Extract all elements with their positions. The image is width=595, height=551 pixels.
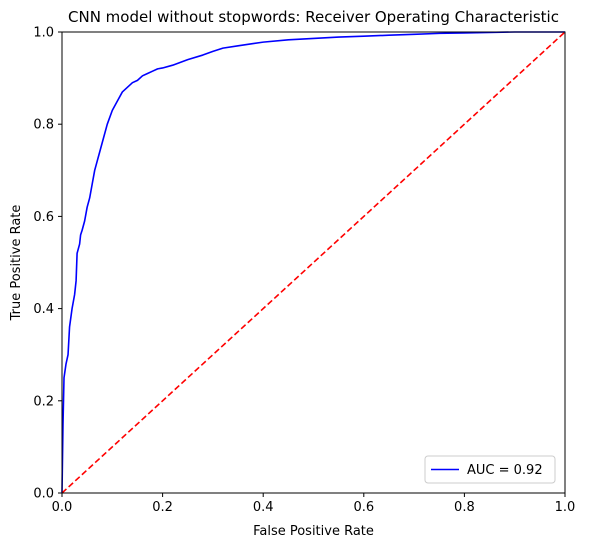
x-tick-label: 0.4 [253,500,274,515]
legend: AUC = 0.92 [424,455,556,484]
y-tick-label: 1.0 [33,26,54,41]
y-tick-label: 0.4 [33,302,54,317]
y-tick-label: 0.8 [33,118,54,133]
roc-curve-line [61,31,565,494]
x-tick-label: 1.0 [555,500,576,515]
series-lines [61,31,566,494]
x-tick-label: 0.6 [353,500,374,515]
x-axis-label: False Positive Rate [253,524,374,539]
diagonal-reference-line [61,31,566,494]
x-tick-label: 0.2 [152,500,173,515]
chart-title: CNN model without stopwords: Receiver Op… [68,8,559,26]
axis-ticks: 0.0 0.2 0.4 0.6 0.8 1.0 0.0 0.2 0.4 0.6 0.8 1.0 [33,26,575,516]
legend-box [424,455,556,484]
x-tick-label: 0.8 [454,500,475,515]
x-tick-label: 0.0 [52,500,73,515]
y-axis-label: True Positive Rate [9,205,24,322]
legend-label: AUC = 0.92 [467,463,543,478]
y-tick-label: 0.6 [33,210,54,225]
y-tick-label: 0.2 [33,394,54,409]
y-tick-label: 0.0 [33,487,54,502]
plot-frame [61,31,566,494]
